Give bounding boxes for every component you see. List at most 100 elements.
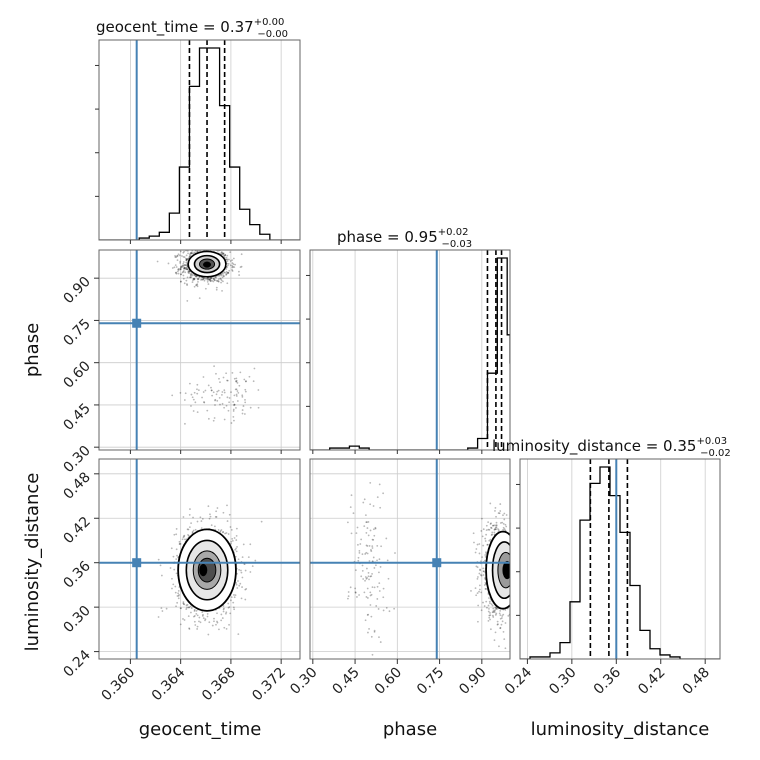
scatter-point	[502, 522, 505, 525]
scatter-point	[511, 544, 513, 546]
scatter-point	[177, 272, 180, 275]
scatter-point	[368, 578, 370, 581]
scatter-point	[503, 512, 506, 515]
scatter-point	[482, 574, 485, 576]
scatter-point	[207, 633, 210, 636]
scatter-point	[225, 268, 228, 270]
scatter-point	[185, 259, 188, 262]
scatter-point	[222, 280, 224, 283]
scatter-point	[365, 521, 368, 524]
scatter-point	[235, 407, 237, 409]
scatter-point	[226, 260, 229, 263]
scatter-point	[479, 573, 482, 576]
scatter-point	[204, 619, 206, 622]
scatter-point	[370, 635, 373, 638]
scatter-point	[227, 264, 229, 267]
scatter-point	[360, 575, 363, 578]
scatter-point	[244, 388, 247, 391]
scatter-point	[249, 543, 252, 546]
scatter-point	[495, 526, 498, 528]
scatter-point	[175, 528, 178, 530]
scatter-point	[208, 278, 210, 281]
scatter-point	[372, 556, 375, 559]
title-lower: −0.00	[257, 29, 288, 40]
scatter-point	[201, 278, 204, 281]
scatter-point	[503, 638, 506, 641]
scatter-point	[490, 534, 493, 536]
scatter-point	[490, 526, 492, 529]
scatter-point	[489, 612, 491, 614]
scatter-point	[167, 262, 170, 265]
scatter-point	[233, 594, 235, 596]
scatter-point	[180, 265, 183, 268]
panel-frame	[309, 458, 511, 660]
scatter-point	[484, 554, 487, 556]
scatter-point	[350, 532, 353, 535]
scatter-point	[484, 537, 487, 540]
scatter-point	[376, 496, 379, 499]
scatter-point	[347, 597, 349, 600]
scatter-point	[181, 266, 184, 268]
scatter-point	[499, 609, 502, 612]
scatter-point	[199, 621, 202, 624]
scatter-point	[222, 274, 225, 277]
scatter-point	[372, 505, 375, 507]
scatter-point	[177, 253, 180, 256]
x-tick-label: 0.36	[591, 664, 624, 697]
scatter-point	[198, 247, 200, 249]
scatter-point	[193, 391, 196, 394]
scatter-point	[201, 615, 204, 617]
scatter-point	[190, 276, 193, 279]
scatter-point	[185, 267, 188, 270]
scatter-point	[221, 391, 224, 393]
scatter-point	[511, 567, 513, 569]
scatter-point	[214, 404, 216, 406]
scatter-point	[238, 568, 241, 571]
scatter-point	[492, 611, 495, 614]
scatter-point	[240, 571, 243, 574]
scatter-point	[474, 587, 477, 590]
scatter-point	[252, 380, 255, 383]
scatter-point	[233, 404, 235, 407]
scatter-point	[216, 399, 219, 402]
scatter-point	[498, 645, 500, 648]
scatter-point	[227, 272, 230, 274]
scatter-point	[226, 379, 229, 382]
scatter-point	[185, 604, 188, 607]
scatter-point	[237, 391, 240, 394]
x-tick-label: 0.372	[249, 665, 289, 705]
scatter-point	[203, 401, 205, 403]
scatter-point	[237, 270, 240, 273]
grid-lines	[99, 250, 300, 450]
scatter-point	[481, 556, 484, 558]
scatter-point	[193, 248, 195, 250]
scatter-point	[226, 504, 228, 507]
scatter-point	[184, 268, 187, 271]
scatter-point	[181, 255, 183, 257]
scatter-point	[198, 616, 201, 619]
scatter-point	[212, 278, 215, 280]
scatter-point	[493, 609, 496, 612]
scatter-point	[224, 271, 227, 274]
scatter-point	[172, 583, 175, 586]
scatter-point	[186, 606, 189, 609]
scatter-point	[365, 577, 368, 580]
scatter-point	[177, 269, 180, 272]
scatter-point	[358, 552, 361, 554]
scatter-point	[191, 281, 194, 284]
scatter-point	[487, 521, 490, 524]
scatter-point	[235, 547, 237, 550]
scatter-point	[354, 587, 357, 590]
scatter-point	[393, 607, 396, 610]
panel-luminosity-distance-vs-geocent-time	[98, 458, 301, 660]
scatter-point	[240, 253, 243, 256]
scatter-point	[222, 511, 225, 514]
scatter-point	[489, 502, 492, 505]
scatter-point	[222, 605, 225, 607]
scatter-point	[189, 273, 192, 276]
scatter-point	[504, 647, 507, 650]
scatter-point	[193, 244, 195, 246]
scatter-point	[189, 252, 192, 254]
scatter-point	[354, 569, 357, 572]
grid-lines	[130, 40, 282, 240]
